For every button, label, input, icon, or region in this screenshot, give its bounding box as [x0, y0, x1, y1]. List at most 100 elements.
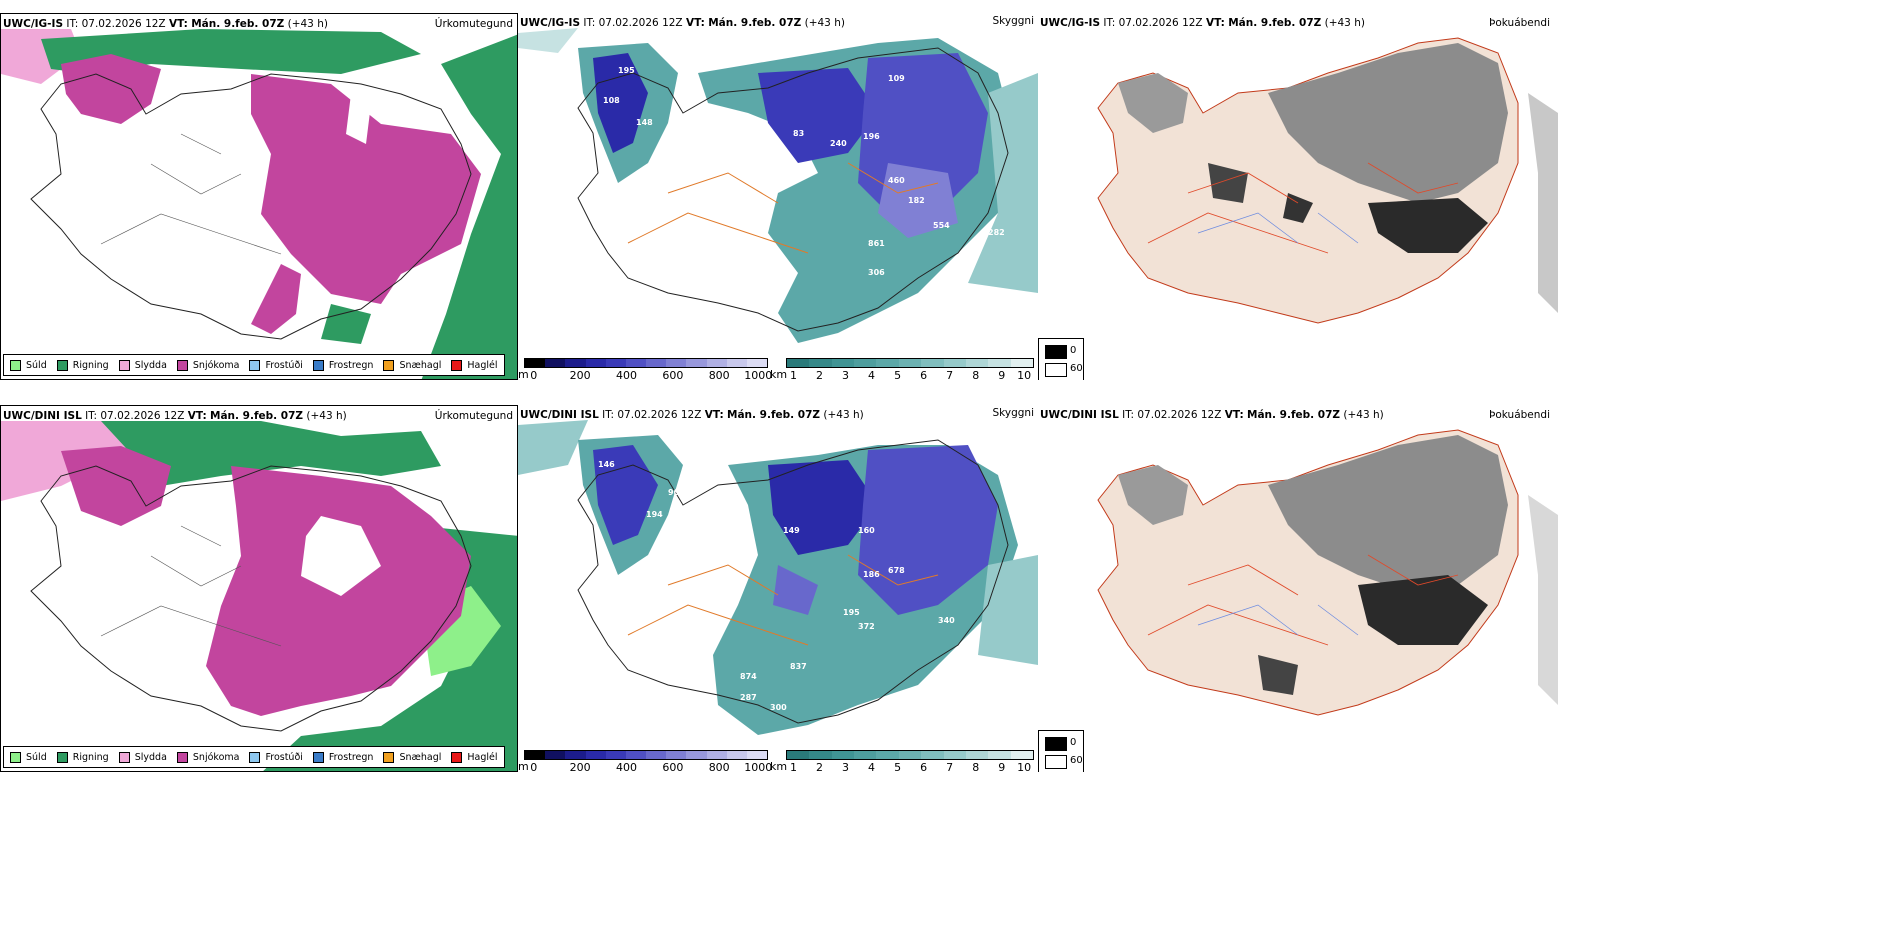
ceiling-ticks: 0 200 400 600 800 1000 [524, 368, 772, 380]
colorbar-segment [686, 751, 707, 759]
tick-label: 200 [569, 761, 591, 772]
fog-legend-swatch [1045, 363, 1067, 377]
legend-item: Rigning [56, 359, 109, 371]
tick-label: 1000 [744, 369, 773, 380]
visibility-map: 195 108 148 83 240 196 109 460 182 554 8… [518, 28, 1038, 343]
colorbar-segment [686, 359, 707, 367]
fog-legend-swatch [1045, 737, 1067, 751]
fog-legend-label: 0 [1070, 737, 1077, 748]
ceiling-label: 195 [843, 608, 860, 617]
colorbar-segment [706, 751, 727, 759]
colorbar-segment [585, 751, 606, 759]
ceiling-label: 340 [938, 616, 955, 625]
colorbar-segment [625, 751, 647, 759]
ceiling-label: 460 [888, 176, 905, 185]
legend-swatch [118, 751, 130, 763]
tick-label: 6 [920, 761, 928, 772]
ceiling-label: 90 [668, 488, 680, 497]
tick-label: 400 [615, 761, 637, 772]
panel-name: Úrkomutegund [434, 18, 513, 30]
colorbar-segment [787, 359, 810, 367]
tick-label: 8 [972, 369, 980, 380]
panel-title: UWC/DINI ISL IT: 07.02.2026 12Z VT: Mán.… [1040, 409, 1384, 421]
fog-legend: 0 60 [1038, 730, 1084, 772]
colorbar-segment [787, 751, 810, 759]
tick-label: 8 [972, 761, 980, 772]
ceiling-label: 148 [636, 118, 653, 127]
ceiling-label: 108 [603, 96, 620, 105]
fog-legend-swatch [1045, 755, 1067, 769]
colorbar-segment [746, 751, 768, 759]
ceiling-colorbar: 0 200 400 600 800 1000 m [518, 750, 772, 772]
legend-item: Frostúði [249, 359, 303, 371]
precip-type-legend: Súld Rigning Slydda Snjókoma Frostúði Fr… [3, 746, 505, 768]
colorbar-segment [706, 359, 727, 367]
legend-item: Frostregn [312, 359, 373, 371]
tick-label: 9 [998, 369, 1006, 380]
ceiling-label: 160 [858, 526, 875, 535]
tick-label: 7 [946, 369, 954, 380]
tick-label: 1 [789, 369, 797, 380]
panel-visibility-igis: UWC/IG-IS IT: 07.02.2026 12Z VT: Mán. 9.… [518, 13, 1038, 380]
colorbar-segment [876, 359, 899, 367]
tick-label: 1000 [744, 761, 773, 772]
legend-swatch [56, 359, 68, 371]
legend-swatch [383, 359, 395, 371]
panel-visibility-dini: UWC/DINI ISL IT: 07.02.2026 12Z VT: Mán.… [518, 405, 1038, 772]
colorbar-segment [545, 751, 566, 759]
visibility-unit: km [770, 368, 788, 380]
tick-label: 3 [842, 761, 850, 772]
colorbar-segment [585, 359, 606, 367]
tick-label: 0 [530, 761, 538, 772]
colorbar-segment [1010, 751, 1033, 759]
fog-legend-label: 60 [1070, 755, 1083, 766]
fog-legend-swatch [1045, 345, 1067, 359]
precip-type-legend: Súld Rigning Slydda Snjókoma Frostúði Fr… [3, 354, 505, 376]
visibility-colorbar: 1 2 3 4 5 6 7 8 9 10 km [770, 358, 1034, 380]
ceiling-label: 146 [598, 460, 615, 469]
colorbar-segment [943, 359, 966, 367]
colorbar-segment [525, 751, 546, 759]
tick-label: 3 [842, 369, 850, 380]
ceiling-label: 861 [868, 239, 885, 248]
colorbar-segment [565, 751, 586, 759]
legend-item: Súld [10, 751, 47, 763]
tick-label: 5 [894, 761, 902, 772]
colorbar-segment [809, 359, 832, 367]
fog-legend-label: 0 [1070, 345, 1077, 356]
tick-label: 2 [815, 369, 823, 380]
visibility-ticks: 1 2 3 4 5 6 7 8 9 10 [786, 368, 1034, 380]
tick-label: 200 [569, 369, 591, 380]
tick-label: 5 [894, 369, 902, 380]
ceiling-label: 196 [863, 132, 880, 141]
ceiling-label: 83 [793, 129, 804, 138]
ceiling-label: 372 [858, 622, 875, 631]
colorbar-segment [831, 359, 855, 367]
legend-item: Slydda [118, 751, 167, 763]
panel-name: Skyggni [992, 407, 1035, 419]
legend-item: Haglél [451, 751, 498, 763]
tick-label: 1 [789, 761, 797, 772]
ceiling-label: 240 [830, 139, 847, 148]
ceiling-label: 182 [908, 196, 925, 205]
panel-fog-igis: UWC/IG-IS IT: 07.02.2026 12Z VT: Mán. 9.… [1038, 13, 1900, 380]
colorbar-segment [921, 751, 944, 759]
tick-label: 800 [708, 369, 730, 380]
legend-swatch [176, 751, 188, 763]
tick-label: 2 [815, 761, 823, 772]
panel-title: UWC/IG-IS IT: 07.02.2026 12Z VT: Mán. 9.… [1040, 17, 1365, 29]
legend-item: Slydda [118, 359, 167, 371]
tick-label: 6 [920, 369, 928, 380]
visibility-ticks: 1 2 3 4 5 6 7 8 9 10 [786, 760, 1034, 772]
ceiling-label: 554 [933, 221, 950, 230]
ceiling-label: 195 [618, 66, 635, 75]
ceiling-label: 109 [888, 74, 905, 83]
legend-swatch [312, 751, 324, 763]
tick-label: 600 [662, 761, 684, 772]
legend-swatch [56, 751, 68, 763]
ceiling-label: 678 [888, 566, 905, 575]
tick-label: 7 [946, 761, 954, 772]
legend-item: Snæhagl [383, 751, 441, 763]
visibility-map: 146 90 194 149 160 186 678 195 340 372 8… [518, 420, 1038, 735]
ceiling-label: 306 [868, 268, 885, 277]
